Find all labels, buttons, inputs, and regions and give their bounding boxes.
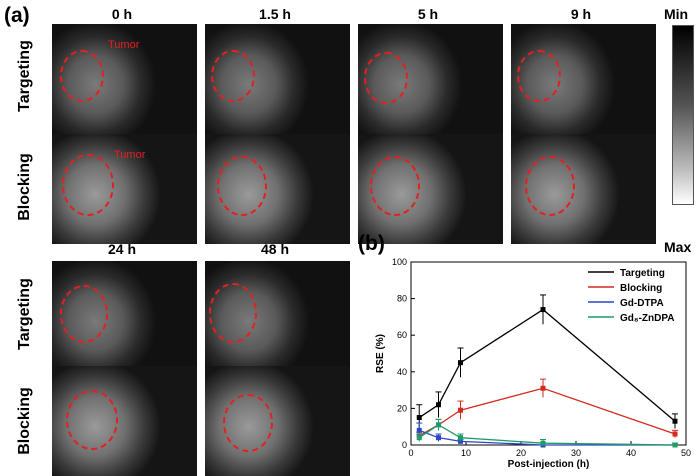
x-tick-label: 10 [461, 448, 471, 458]
mri-targeting-48h [205, 261, 350, 371]
tumor-outline [370, 156, 420, 216]
rse-line-chart: 0 20 40 60 80 100 0 10 20 30 40 50 Post-injection (h… [375, 257, 691, 470]
data-point [672, 418, 678, 424]
panel-a-label: (a) [4, 4, 30, 27]
tumor-label: Tumor [108, 39, 140, 51]
time-label-0h: 0 h [111, 6, 133, 22]
x-tick-label: 50 [681, 448, 691, 458]
mri-targeting-9h [511, 24, 656, 134]
colorbar-max-label: Max [664, 239, 692, 255]
series-line [418, 387, 676, 437]
y-tick-label: 20 [397, 403, 407, 413]
data-point [416, 427, 422, 433]
tumor-outline [211, 50, 255, 102]
legend-entry: Gd₈-ZnDPA [620, 313, 675, 324]
mri-blocking-0h: Tumor [52, 134, 197, 244]
tumor-outline [66, 390, 118, 450]
tumor-outline [209, 283, 257, 343]
colorbar-min-label: Min [664, 6, 689, 22]
time-label-5h: 5 h [417, 6, 439, 22]
y-tick-label: 60 [397, 330, 407, 340]
row-label-blocking-top: Blocking [16, 153, 33, 221]
mri-blocking-5h [358, 134, 503, 244]
panel-b-label: (b) [358, 232, 385, 255]
x-axis-title: Post-injection (h) [508, 459, 590, 470]
tumor-outline [217, 156, 267, 216]
mri-blocking-9h [511, 134, 656, 244]
tumor-outline [62, 154, 114, 216]
y-axis-title: RSE (%) [375, 334, 386, 373]
series-line [418, 308, 676, 422]
data-point [540, 440, 546, 446]
tumor-outline [223, 394, 273, 452]
data-point [458, 407, 463, 413]
tumor-outline [517, 50, 561, 102]
data-point [436, 435, 441, 441]
time-label-48h: 48 h [260, 241, 289, 257]
tumor-outline [364, 52, 408, 104]
y-tick-label: 0 [402, 440, 407, 450]
mri-targeting-0h: Tumor [52, 24, 197, 134]
tumor-outline [60, 50, 104, 102]
row-label-targeting-top: Targeting [16, 40, 33, 112]
tumor-outline [525, 156, 575, 216]
row-label-targeting-bottom: Targeting [16, 278, 33, 350]
mri-blocking-48h [205, 366, 350, 476]
data-point [436, 402, 441, 408]
data-point [540, 307, 546, 313]
mri-targeting-1-5h [205, 24, 350, 134]
data-point [458, 360, 463, 366]
x-tick-label: 40 [626, 448, 636, 458]
data-point [672, 442, 678, 448]
x-tick-label: 20 [516, 448, 526, 458]
y-tick-label: 100 [392, 257, 407, 267]
data-point [416, 415, 422, 421]
tumor-outline [60, 285, 108, 343]
x-tick-label: 0 [408, 448, 413, 458]
data-point [436, 422, 441, 428]
data-point [540, 385, 546, 391]
mri-targeting-24h [52, 261, 197, 371]
legend-entry: Targeting [620, 268, 665, 279]
mri-blocking-24h [52, 366, 197, 476]
data-point [416, 435, 422, 441]
data-point [672, 431, 678, 437]
time-label-24h: 24 h [107, 241, 136, 257]
y-tick-label: 80 [397, 294, 407, 304]
y-tick-label: 40 [397, 367, 407, 377]
legend-entry: Gd-DTPA [620, 298, 664, 309]
time-label-1-5h: 1.5 h [259, 6, 291, 22]
series-line [418, 424, 676, 446]
mri-blocking-1-5h [205, 134, 350, 244]
legend-entry: Blocking [620, 283, 662, 294]
x-tick-label: 30 [571, 448, 581, 458]
mri-targeting-5h [358, 24, 503, 134]
row-label-blocking-bottom: Blocking [16, 387, 33, 455]
tumor-label: Tumor [114, 149, 146, 161]
data-point [458, 435, 463, 441]
time-label-9h: 9 h [570, 6, 592, 22]
colorbar [672, 25, 694, 205]
